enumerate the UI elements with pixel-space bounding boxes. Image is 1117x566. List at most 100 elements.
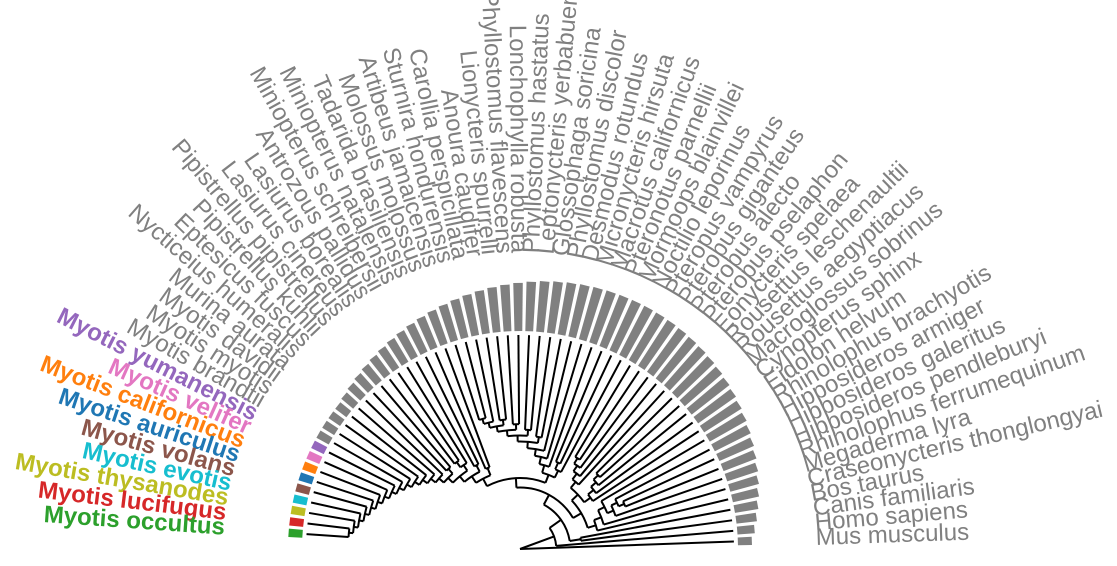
node-arc — [614, 498, 620, 507]
node-arc — [426, 473, 436, 484]
internal-branch — [519, 535, 555, 550]
internal-branch — [571, 473, 578, 480]
tip-branch — [444, 348, 491, 468]
tip-bar — [731, 487, 760, 503]
tip-branch — [540, 338, 562, 438]
internal-branch — [569, 538, 581, 542]
tip-branch — [313, 491, 367, 508]
node-arc — [483, 420, 494, 425]
internal-branch — [587, 489, 595, 496]
tree-branches — [306, 334, 734, 550]
tip-branch — [597, 413, 687, 487]
tip-bar — [599, 294, 629, 349]
tip-bar — [724, 462, 759, 482]
tip-branch — [578, 390, 665, 486]
tip-bar — [306, 450, 323, 465]
tip-bar — [474, 290, 490, 335]
internal-branch — [406, 483, 413, 489]
tip-branch — [306, 533, 349, 539]
tip-branch — [358, 407, 436, 476]
tip-branch — [506, 335, 514, 425]
tip-branch — [475, 339, 495, 422]
node-arc — [497, 428, 517, 433]
tip-bar — [733, 500, 759, 513]
tip-bar — [416, 315, 438, 351]
tip-branch — [434, 351, 487, 470]
tip-branch — [320, 470, 381, 496]
node-arc — [535, 435, 542, 439]
tip-branch — [524, 335, 531, 430]
internal-branch — [481, 418, 485, 425]
tip-bar — [716, 437, 755, 462]
tip-label: Lonchophylla robusta — [504, 25, 533, 254]
tip-branch — [614, 448, 710, 500]
tip-bar — [316, 430, 333, 445]
internal-branch — [482, 478, 488, 487]
internal-branch — [554, 462, 560, 470]
internal-branch — [593, 516, 602, 522]
node-arc — [507, 434, 528, 438]
tip-branch — [622, 458, 715, 503]
tip-bar — [369, 354, 391, 379]
internal-branch — [459, 475, 466, 483]
tip-bar — [386, 337, 409, 366]
tip-branch — [597, 498, 729, 532]
tip-branch — [559, 355, 613, 465]
tip-branch — [406, 366, 468, 464]
tip-branch — [415, 361, 476, 467]
tip-bar — [720, 450, 757, 472]
tip-bar — [655, 336, 697, 384]
tip-branch — [324, 461, 388, 491]
internal-branch — [571, 493, 579, 502]
tip-branch — [333, 442, 403, 483]
tip-branch — [388, 378, 456, 465]
tip-bar — [462, 293, 480, 337]
tip-branch — [316, 480, 374, 502]
node-arc — [357, 513, 362, 528]
internal-branch — [590, 481, 597, 488]
internal-branch — [438, 477, 445, 484]
tip-bar — [290, 505, 306, 517]
node-arc — [622, 500, 627, 507]
node-arc — [463, 470, 481, 483]
node-arc — [573, 462, 581, 469]
tip-branch — [454, 344, 481, 421]
tip-bar — [686, 377, 730, 415]
internal-branch — [470, 475, 477, 484]
tip-branch — [555, 350, 603, 463]
tip-bar — [628, 312, 665, 365]
internal-branch — [587, 524, 597, 529]
node-arc — [595, 472, 601, 478]
tip-bar — [693, 388, 737, 424]
tip-branch — [308, 511, 355, 522]
internal-branch — [569, 481, 577, 489]
node-arc — [443, 472, 454, 484]
internal-branch — [553, 470, 560, 479]
tip-bar — [513, 282, 523, 332]
tip-branch — [328, 451, 396, 487]
tip-label: Mus musculus — [815, 519, 969, 551]
internal-branch — [475, 464, 481, 473]
tip-bar — [578, 286, 603, 342]
tip-bar — [536, 281, 550, 333]
tip-bar — [361, 363, 382, 386]
tip-bar — [699, 400, 742, 433]
internal-branch — [610, 501, 618, 507]
tip-bar — [711, 425, 751, 452]
tip-branch — [517, 334, 521, 425]
tip-branch — [579, 376, 649, 469]
internal-branch — [538, 456, 542, 465]
internal-branch — [542, 494, 550, 506]
node-arc — [534, 454, 548, 460]
tip-branch — [592, 430, 700, 502]
tip-branch — [579, 383, 657, 477]
tip-branch — [556, 529, 734, 547]
tip-bar — [298, 472, 315, 485]
internal-branch — [414, 481, 420, 486]
tip-bar — [737, 536, 752, 546]
tip-bar — [396, 330, 418, 361]
tip-bar — [671, 356, 715, 399]
internal-branch — [462, 464, 469, 472]
tip-bar — [525, 281, 537, 332]
tip-branch — [351, 415, 427, 476]
